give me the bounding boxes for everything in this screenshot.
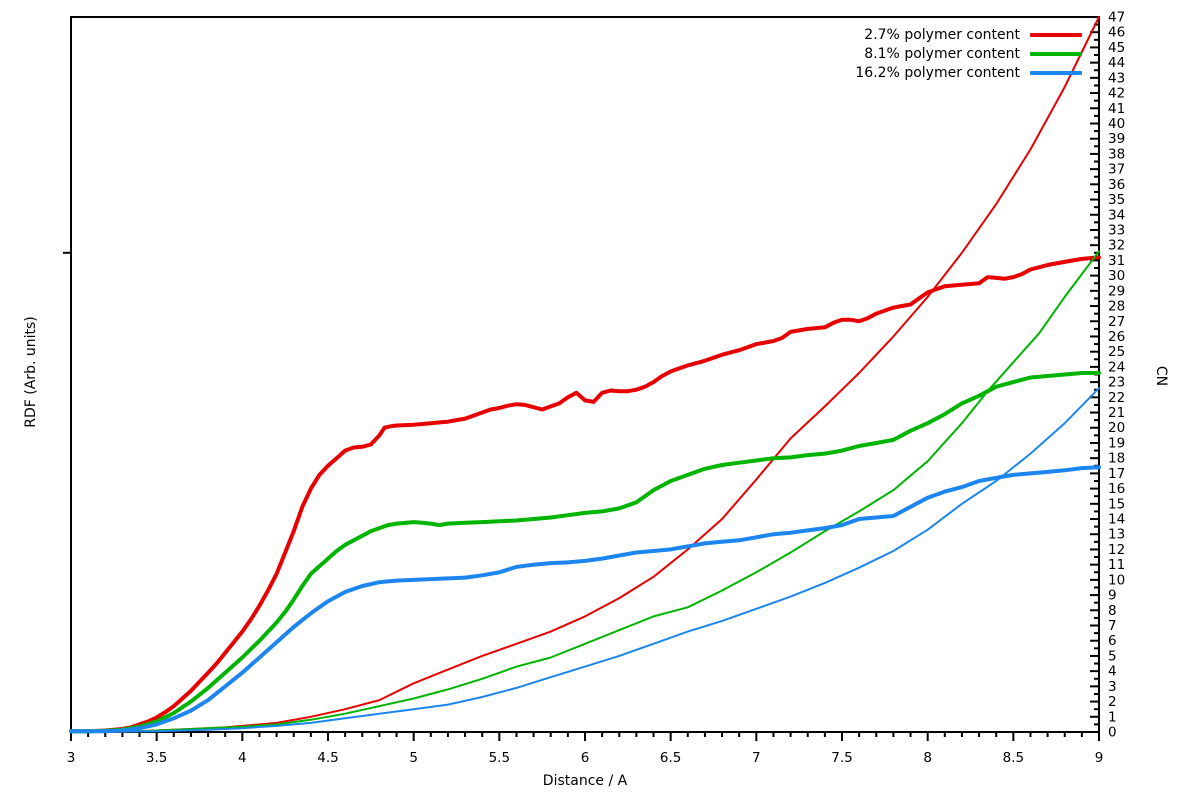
y2-tick-label: 43 [1108, 70, 1125, 86]
x-tick-label: 8 [923, 750, 932, 766]
y2-tick-label: 28 [1108, 299, 1125, 315]
y2-tick-label: 10 [1108, 572, 1125, 588]
y2-tick-label: 7 [1108, 618, 1117, 634]
series-cn-16.2 [70, 387, 1100, 733]
y2-tick-label: 15 [1108, 496, 1125, 512]
x-tick-label: 3.5 [146, 750, 167, 766]
y2-tick-label: 32 [1108, 238, 1125, 254]
series-cn-8.1 [70, 250, 1100, 733]
y2-tick-label: 23 [1108, 375, 1125, 391]
legend-label: 16.2% polymer content [855, 65, 1020, 81]
y2-tick-label: 12 [1108, 542, 1125, 558]
y2-tick-label: 37 [1108, 162, 1125, 178]
y2-tick-label: 41 [1108, 101, 1125, 117]
y2-tick-label: 11 [1108, 557, 1125, 573]
y2-tick-label: 18 [1108, 451, 1125, 467]
y2-tick-label: 30 [1108, 268, 1125, 284]
legend-item: 2.7% polymer content [855, 27, 1082, 43]
y2-tick-label: 16 [1108, 481, 1125, 497]
y2-tick-label: 25 [1108, 344, 1125, 360]
y2-tick-label: 21 [1108, 405, 1125, 421]
x-tick-label: 4.5 [317, 750, 338, 766]
y2-tick-label: 34 [1108, 207, 1125, 223]
plot-border [70, 16, 1100, 733]
x-tick-label: 9 [1095, 750, 1104, 766]
y2-tick-label: 8 [1108, 603, 1117, 619]
y2-tick-label: 0 [1108, 725, 1117, 741]
series-rdf-16.2 [69, 465, 1101, 734]
y2-tick-label: 9 [1108, 588, 1117, 604]
legend-label: 2.7% polymer content [864, 27, 1020, 43]
y2-tick-label: 31 [1108, 253, 1125, 269]
x-tick-label: 6 [581, 750, 590, 766]
x-tick-label: 8.5 [1003, 750, 1024, 766]
legend-item: 8.1% polymer content [855, 46, 1082, 62]
series-cn-2.7 [70, 16, 1100, 733]
y-axis-title-left: RDF (Arb. units) [23, 316, 39, 428]
y2-tick-label: 29 [1108, 283, 1125, 299]
y2-tick-label: 6 [1108, 633, 1117, 649]
y2-tick-label: 35 [1108, 192, 1125, 208]
x-tick-label: 6.5 [660, 750, 681, 766]
y-axis-title-right: CN [1153, 365, 1169, 387]
y2-tick-label: 19 [1108, 435, 1125, 451]
y2-tick-label: 44 [1108, 55, 1125, 71]
y2-tick-label: 38 [1108, 146, 1125, 162]
x-tick-label: 4 [238, 750, 247, 766]
legend-item: 16.2% polymer content [855, 65, 1082, 81]
x-tick-label: 5 [409, 750, 418, 766]
y2-tick-label: 36 [1108, 177, 1125, 193]
legend-line-swatch [1030, 52, 1082, 56]
y2-tick-label: 17 [1108, 466, 1125, 482]
y2-tick-label: 14 [1108, 512, 1125, 528]
y2-tick-label: 22 [1108, 390, 1125, 406]
series-rdf-8.1 [69, 371, 1101, 734]
series-rdf-2.7 [69, 255, 1101, 734]
y2-tick-label: 47 [1108, 10, 1125, 26]
y2-tick-label: 1 [1108, 709, 1117, 725]
x-tick-label: 7 [752, 750, 761, 766]
y2-tick-label: 45 [1108, 40, 1125, 56]
x-tick-label: 5.5 [489, 750, 510, 766]
y2-tick-label: 42 [1108, 86, 1125, 102]
y2-tick-label: 4 [1108, 664, 1117, 680]
y2-tick-label: 2 [1108, 694, 1117, 710]
y2-tick-label: 5 [1108, 648, 1117, 664]
y2-tick-label: 39 [1108, 131, 1125, 147]
y2-tick-label: 46 [1108, 25, 1125, 41]
x-tick-label: 7.5 [831, 750, 852, 766]
legend: 2.7% polymer content 8.1% polymer conten… [855, 27, 1082, 81]
y2-tick-label: 33 [1108, 222, 1125, 238]
y2-tick-label: 24 [1108, 359, 1125, 375]
y2-tick-label: 20 [1108, 420, 1125, 436]
legend-line-swatch [1030, 71, 1082, 75]
y2-tick-label: 40 [1108, 116, 1125, 132]
legend-line-swatch [1030, 33, 1082, 37]
y2-tick-label: 13 [1108, 527, 1125, 543]
y2-tick-label: 26 [1108, 329, 1125, 345]
x-tick-label: 3 [67, 750, 76, 766]
legend-label: 8.1% polymer content [864, 46, 1020, 62]
x-axis-title: Distance / A [542, 773, 628, 789]
y2-tick-label: 3 [1108, 679, 1117, 695]
y2-tick-label: 27 [1108, 314, 1125, 330]
